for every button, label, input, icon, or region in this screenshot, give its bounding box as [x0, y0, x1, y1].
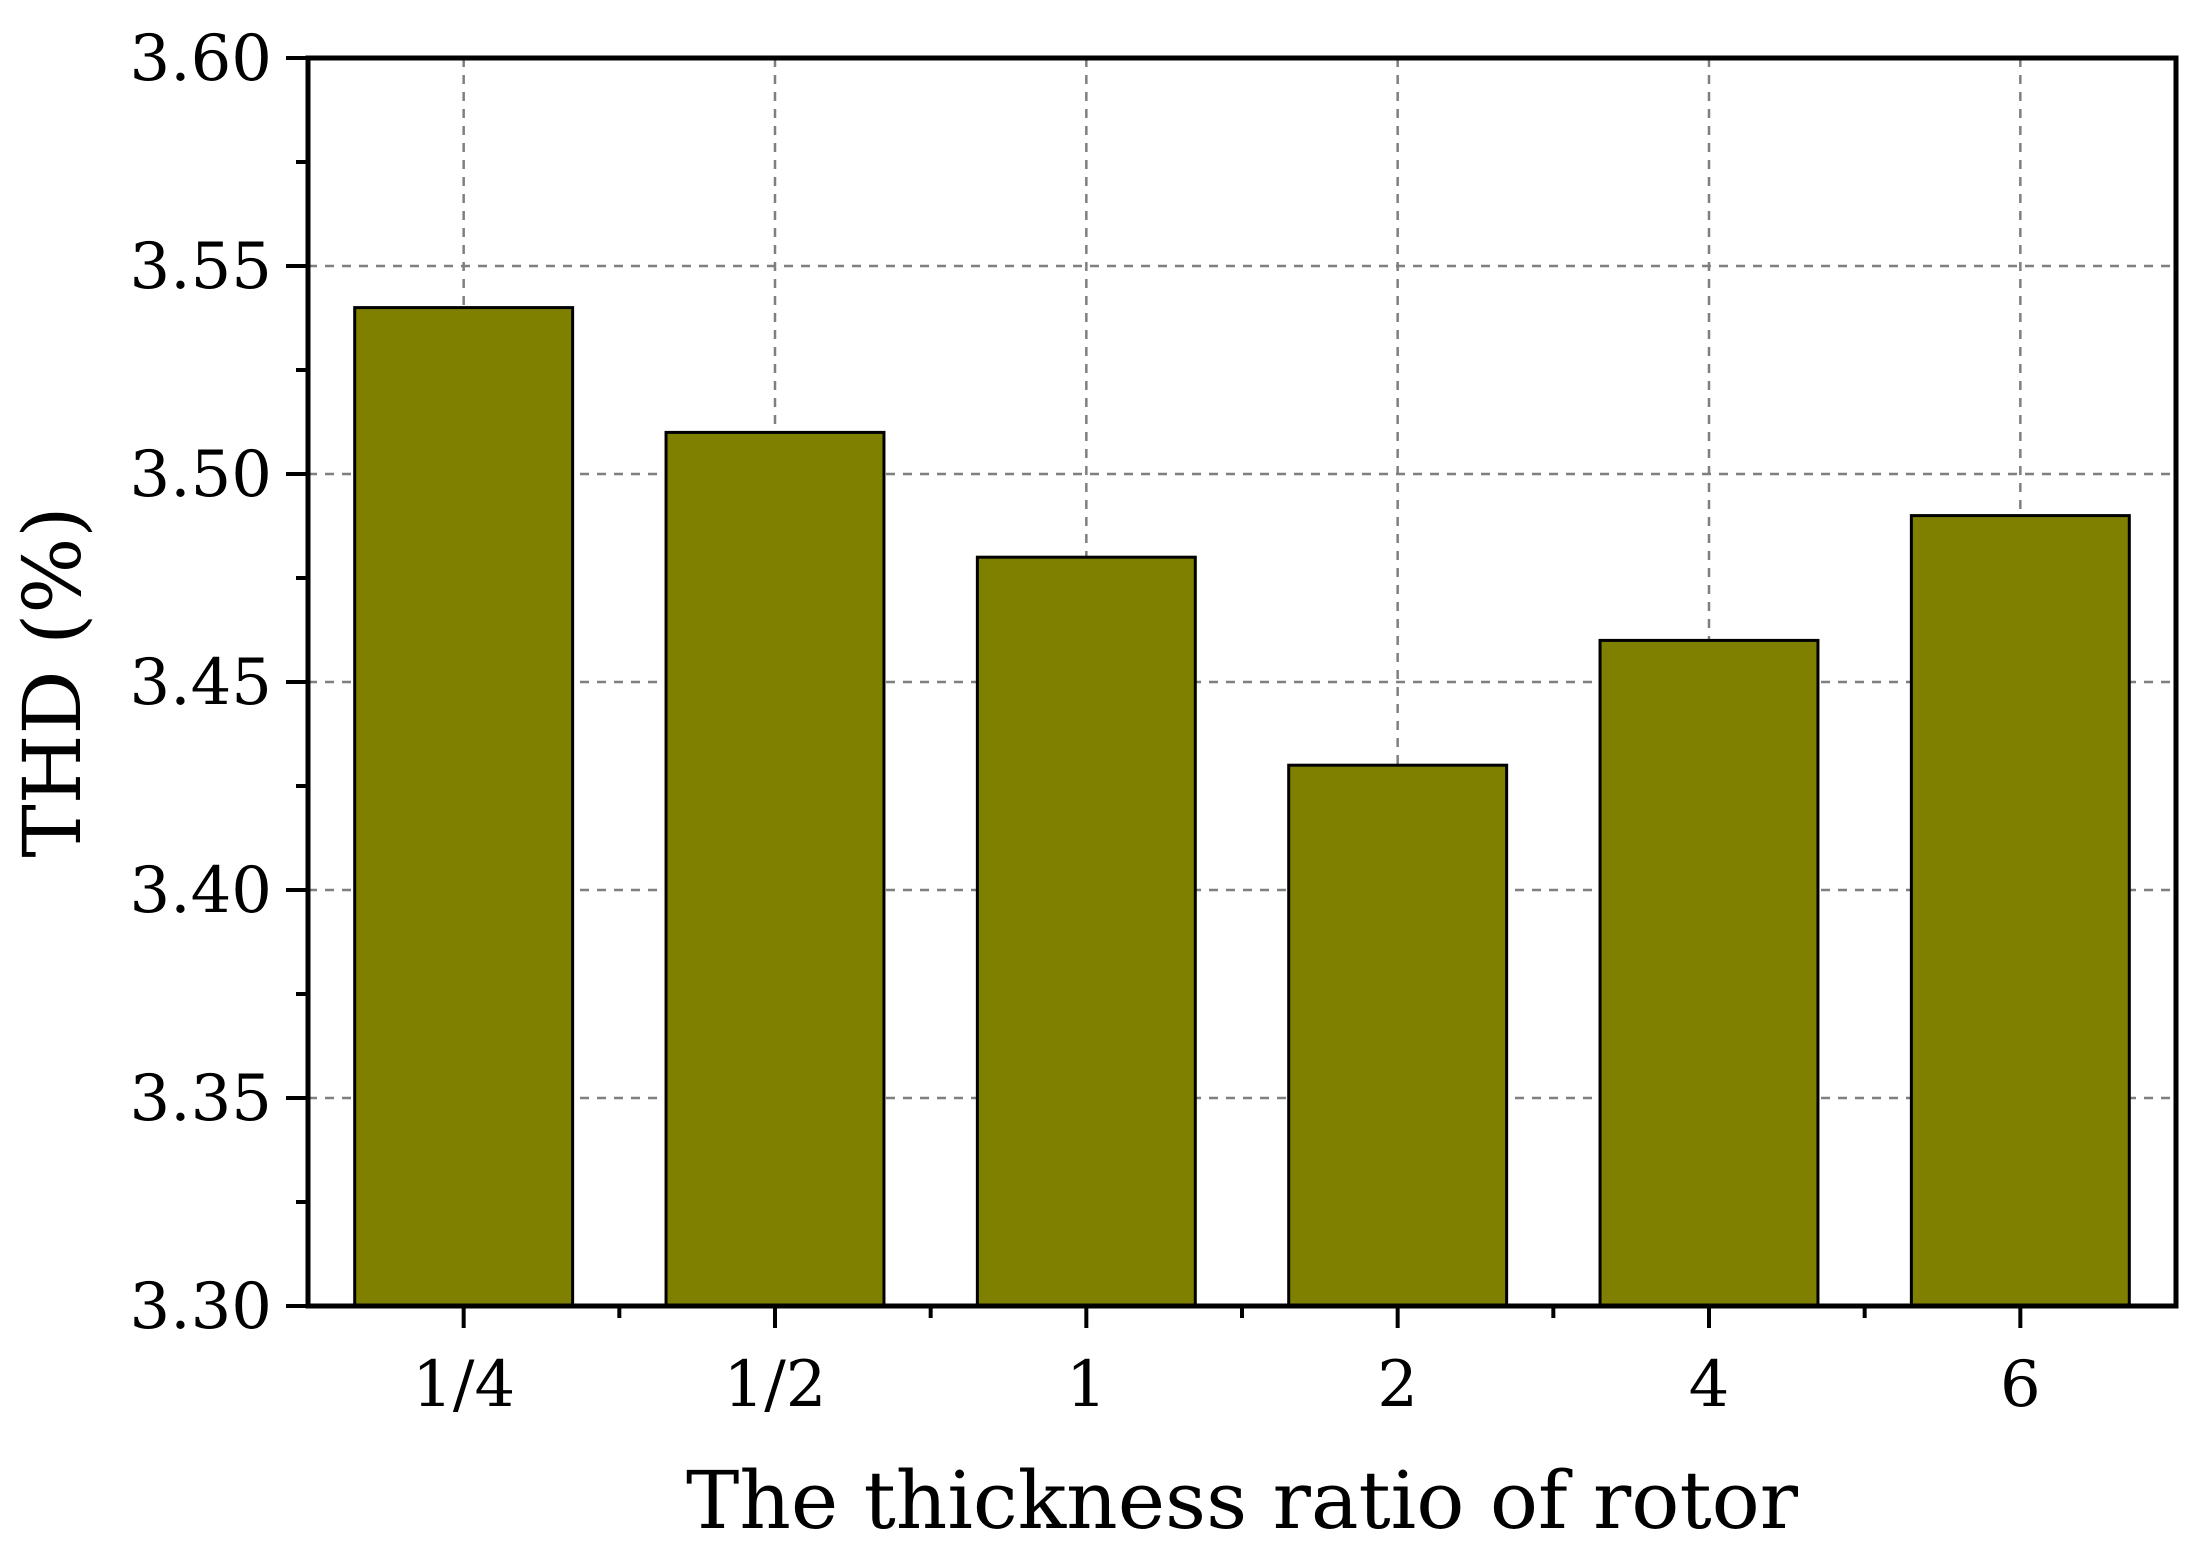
bar-1 — [975, 555, 1197, 1308]
x-tick-labels: 1/4 1/2 1 2 4 6 — [412, 1348, 2041, 1422]
x-tick-label: 1/4 — [412, 1348, 515, 1422]
grid-lines — [308, 58, 2176, 1306]
y-axis-title: THD (%) — [6, 506, 99, 857]
bar-1-2 — [664, 430, 886, 1308]
x-tick-label: 2 — [1377, 1348, 1418, 1422]
y-tick-label: 3.35 — [130, 1062, 273, 1136]
y-tick-label: 3.45 — [130, 646, 273, 720]
bars — [353, 306, 2131, 1308]
x-axis-title: The thickness ratio of rotor — [686, 1454, 1799, 1547]
y-tick-label: 3.40 — [130, 854, 273, 928]
bar-4 — [1598, 638, 1820, 1308]
y-tick-label: 3.30 — [130, 1270, 273, 1344]
bar-1-4 — [353, 306, 575, 1308]
y-tick-label: 3.50 — [130, 438, 273, 512]
bar-6 — [1909, 514, 2131, 1308]
y-tick-label: 3.55 — [130, 230, 273, 304]
axis-ticks — [286, 56, 2023, 1328]
y-tick-labels: 3.30 3.35 3.40 3.45 3.50 3.55 3.60 — [130, 22, 273, 1344]
y-tick-label: 3.60 — [130, 22, 273, 96]
x-tick-label: 4 — [1689, 1348, 1730, 1422]
x-tick-label: 1 — [1066, 1348, 1107, 1422]
bar-2 — [1287, 763, 1509, 1308]
x-tick-label: 6 — [2000, 1348, 2041, 1422]
x-tick-label: 1/2 — [724, 1348, 827, 1422]
